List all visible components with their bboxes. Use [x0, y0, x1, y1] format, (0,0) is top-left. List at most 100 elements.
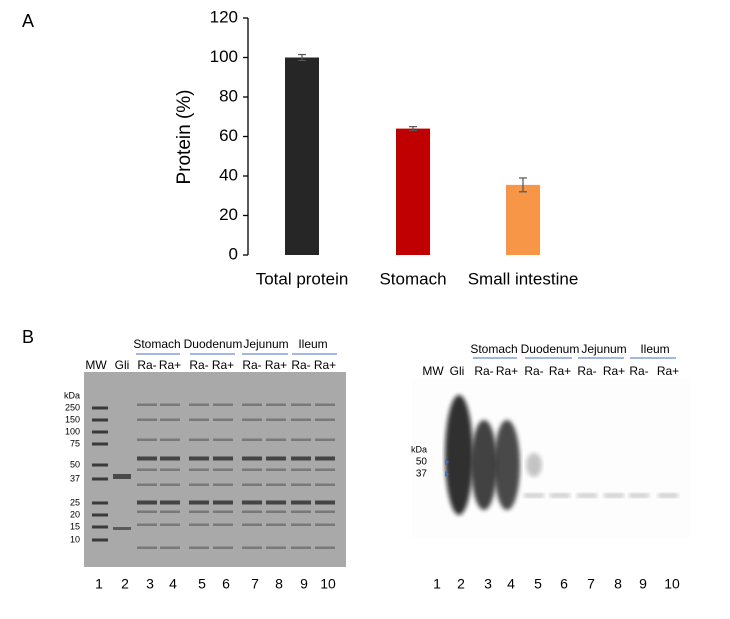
- marker-label: 50: [70, 459, 80, 469]
- gel-band: [137, 483, 157, 486]
- gel-band: [213, 546, 233, 549]
- gel-band: [242, 500, 262, 505]
- gel-band: [137, 468, 157, 471]
- marker-label: 50: [416, 457, 428, 468]
- gel-band: [137, 456, 157, 461]
- gel-band: [113, 527, 131, 530]
- gel-band: [315, 403, 335, 406]
- blot-band: [604, 493, 624, 498]
- y-tick-label: 40: [219, 165, 238, 184]
- blot-smear: [471, 420, 497, 510]
- marker-label: 100: [65, 426, 80, 436]
- marker-label: 37: [416, 469, 428, 480]
- x-tick-label: Total protein: [256, 269, 349, 288]
- lane-label: Ra+: [265, 358, 287, 372]
- gel-band: [160, 510, 180, 513]
- gel-band: [213, 523, 233, 526]
- gel-band: [266, 456, 286, 461]
- gel-band: [242, 456, 262, 461]
- blot-band: [577, 493, 597, 498]
- gel-band: [291, 468, 311, 471]
- ladder-band: [92, 430, 108, 434]
- gel-band: [160, 468, 180, 471]
- gel-band: [291, 456, 311, 461]
- gel-band: [189, 500, 209, 505]
- marker-label: 20: [70, 509, 80, 519]
- gel-band: [315, 456, 335, 461]
- ladder-band: [92, 525, 108, 529]
- lane-number: 4: [507, 576, 515, 592]
- gel-band: [315, 483, 335, 486]
- y-tick-label: 20: [219, 205, 238, 224]
- error-bar: [519, 177, 527, 193]
- lane-label: Ra+: [212, 358, 234, 372]
- gel-band: [266, 438, 286, 441]
- blot-band: [658, 493, 678, 498]
- blot-band: [629, 493, 649, 498]
- lane-number: 7: [251, 576, 259, 592]
- ladder-band: [92, 463, 108, 467]
- x-tick-label: Small intestine: [468, 269, 579, 288]
- panel-label: B: [22, 327, 34, 347]
- lane-label: Ra+: [496, 364, 518, 378]
- marker-label: 10: [70, 534, 80, 544]
- group-label: Ileum: [640, 342, 669, 356]
- bar: [285, 57, 319, 255]
- gel-band: [315, 468, 335, 471]
- gel-band: [137, 500, 157, 505]
- gel-band: [242, 468, 262, 471]
- gel-band: [266, 403, 286, 406]
- marker-label: 150: [65, 414, 80, 424]
- lane-number: 5: [534, 576, 542, 592]
- gel-band: [189, 403, 209, 406]
- blot-band: [524, 493, 544, 498]
- gel-band: [137, 418, 157, 421]
- gel-band: [160, 403, 180, 406]
- ladder-band: [92, 477, 108, 481]
- marker-arrow: [445, 459, 449, 465]
- lane-label: Ra-: [474, 364, 493, 378]
- error-bar: [298, 53, 306, 62]
- gel-band: [189, 523, 209, 526]
- group-label: Jejunum: [243, 337, 288, 351]
- lane-number: 10: [664, 576, 680, 592]
- lane-number: 10: [320, 576, 336, 592]
- lane-number: 8: [275, 576, 283, 592]
- gel-band: [266, 546, 286, 549]
- lane-label: Gli: [450, 364, 465, 378]
- blot-band: [550, 493, 570, 498]
- gel-band: [242, 510, 262, 513]
- lane-label: Ra-: [189, 358, 208, 372]
- bar: [506, 184, 540, 255]
- lane-label: Ra+: [549, 364, 571, 378]
- panel-label: A: [22, 11, 34, 31]
- gel-band: [291, 418, 311, 421]
- marker-label: 75: [70, 438, 80, 448]
- lane-number: 8: [614, 576, 622, 592]
- marker-label: 37: [70, 473, 80, 483]
- lane-label: Ra-: [291, 358, 310, 372]
- blot-smear: [526, 453, 542, 477]
- gel-band: [315, 523, 335, 526]
- gel-band: [242, 523, 262, 526]
- kda-label: kDa: [411, 444, 427, 454]
- group-label: Jejunum: [581, 342, 626, 356]
- gel-band: [315, 546, 335, 549]
- gel-band: [291, 438, 311, 441]
- gel-band: [266, 523, 286, 526]
- gel-band: [266, 510, 286, 513]
- y-tick-label: 100: [210, 47, 238, 66]
- kda-label: kDa: [64, 390, 80, 400]
- marker-label: 15: [70, 521, 80, 531]
- gel-band: [160, 523, 180, 526]
- gel-band: [213, 510, 233, 513]
- lane-label: Ra-: [629, 364, 648, 378]
- gel-band: [137, 403, 157, 406]
- lane-label: Ra+: [159, 358, 181, 372]
- ladder-band: [92, 501, 108, 505]
- gel-band: [291, 510, 311, 513]
- lane-label: Ra+: [314, 358, 336, 372]
- gel-band: [291, 523, 311, 526]
- lane-number: 2: [121, 576, 129, 592]
- y-tick-label: 0: [229, 244, 238, 263]
